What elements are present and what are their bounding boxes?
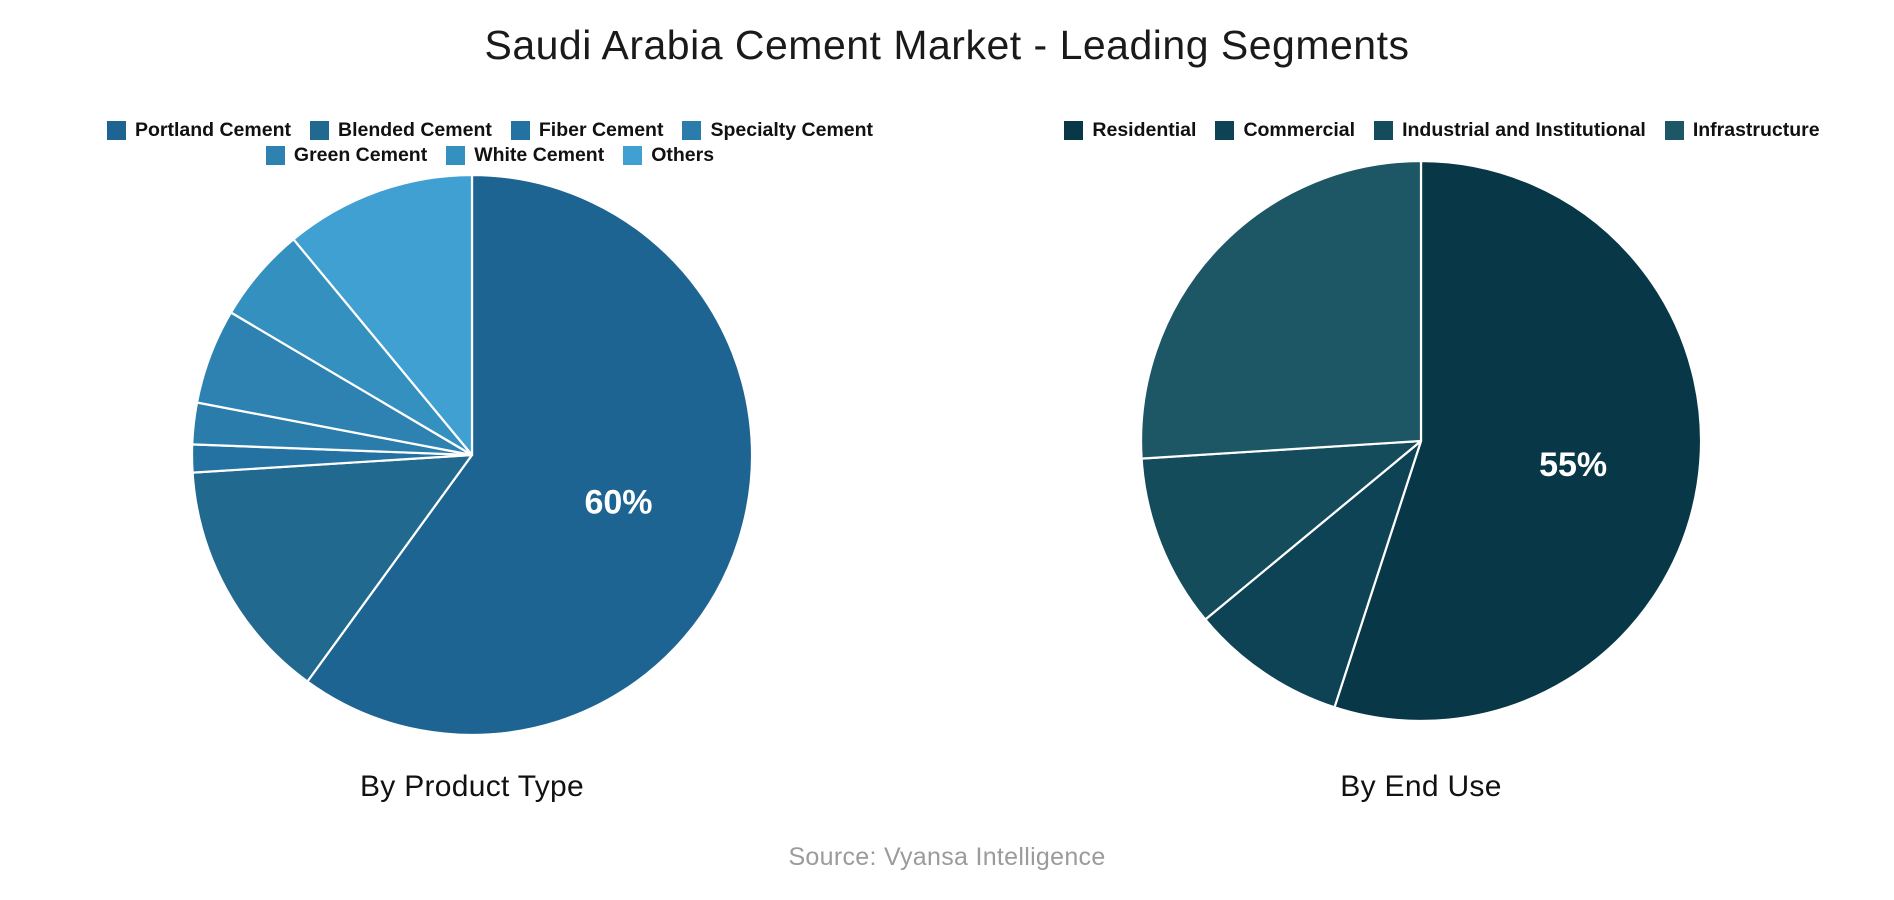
chart-caption: By End Use bbox=[1340, 770, 1502, 803]
legend-label: Infrastructure bbox=[1692, 119, 1820, 141]
pie-slice-industrial-and-institutional bbox=[1140, 439, 1423, 621]
legend-swatch bbox=[106, 121, 126, 141]
legend: Portland Cement Blended Cement Fiber Cemen… bbox=[40, 119, 940, 170]
legend-row: Portland Cement Blended Cement Fiber Cemen… bbox=[40, 119, 940, 141]
legend-label: Others bbox=[651, 143, 715, 166]
legend-label: White Cement bbox=[474, 143, 605, 166]
legend-swatch bbox=[682, 121, 702, 141]
legend-item: Specialty Cement bbox=[682, 119, 874, 141]
legend-item: Portland Cement bbox=[106, 119, 291, 141]
pie-slice-others bbox=[292, 173, 474, 457]
legend-item: Green Cement bbox=[265, 143, 428, 166]
legend-swatch bbox=[1064, 121, 1084, 141]
slice-value-label: 60% bbox=[584, 484, 652, 522]
legend-item: White Cement bbox=[446, 143, 605, 166]
legend-label: Specialty Cement bbox=[710, 119, 874, 141]
legend-swatch bbox=[623, 145, 643, 165]
legend: Residential Commercial Industrial and Inst… bbox=[1000, 119, 1884, 146]
legend-item: Commercial bbox=[1215, 119, 1356, 141]
legend-item: Residential bbox=[1064, 119, 1197, 141]
pie-slice-residential bbox=[1333, 159, 1703, 723]
pie-slice-infrastructure bbox=[1139, 159, 1423, 460]
product-type-chart-panel: Portland Cement Blended Cement Fiber Cemen… bbox=[40, 0, 940, 900]
legend-swatch bbox=[265, 145, 285, 165]
legend-label: Blended Cement bbox=[338, 119, 492, 141]
legend-item: Others bbox=[623, 143, 715, 166]
legend-swatch bbox=[446, 145, 466, 165]
legend-swatch bbox=[1664, 121, 1684, 141]
pie-slice-commercial bbox=[1204, 439, 1423, 709]
legend-swatch bbox=[510, 121, 530, 141]
end-use-chart-panel: Residential Commercial Industrial and Inst… bbox=[1000, 0, 1884, 900]
chart-caption: By Product Type bbox=[359, 770, 585, 803]
legend-item: Infrastructure bbox=[1664, 119, 1820, 141]
legend-row: Green Cement White Cement Others bbox=[40, 143, 940, 166]
legend-label: Green Cement bbox=[293, 143, 428, 166]
legend-label: Residential bbox=[1092, 119, 1197, 141]
legend-swatch bbox=[310, 121, 329, 141]
legend-label: Industrial and Institutional bbox=[1402, 119, 1646, 141]
legend-item: Industrial and Institutional bbox=[1374, 119, 1646, 141]
legend-swatch bbox=[1215, 121, 1235, 141]
slice-value-label: 55% bbox=[1539, 446, 1607, 484]
legend-item: Fiber Cement bbox=[510, 119, 664, 141]
legend-label: Fiber Cement bbox=[538, 119, 664, 141]
pie-slice-blended-cement bbox=[191, 453, 474, 683]
legend-label: Portland Cement bbox=[134, 119, 291, 141]
legend-item: Blended Cement bbox=[310, 119, 492, 141]
source-attribution: Source: Vyansa Intelligence bbox=[788, 843, 1106, 871]
figure-title: Saudi Arabia Cement Market - Leading Seg… bbox=[484, 22, 1410, 68]
pie-chart-by-product-type: 60% bbox=[190, 173, 754, 737]
legend-row: Residential Commercial Industrial and Inst… bbox=[1000, 119, 1884, 141]
legend-label: Commercial bbox=[1243, 119, 1356, 141]
pie-chart-by-end-use: 55% bbox=[1139, 159, 1703, 723]
legend-swatch bbox=[1374, 121, 1394, 141]
pie-slice-portland-cement bbox=[306, 173, 754, 737]
